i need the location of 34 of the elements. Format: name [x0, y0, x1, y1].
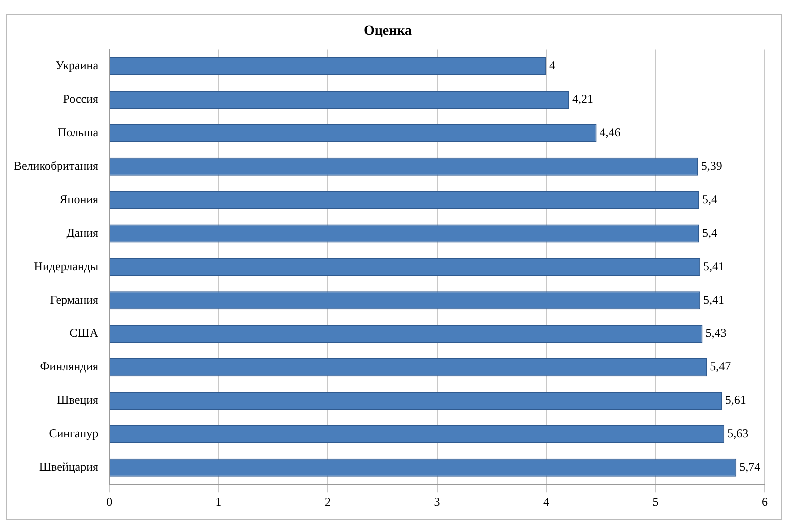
y-tick-label: Великобритания: [14, 159, 100, 174]
y-tick-label: Германия: [50, 292, 100, 307]
x-tick-label: 3: [434, 494, 440, 509]
data-label: 5,4: [702, 226, 718, 240]
y-tick-label: Швеция: [57, 393, 100, 408]
y-tick-label: Украина: [56, 58, 100, 73]
y-tick-label: Япония: [60, 192, 100, 206]
data-label: 5,47: [710, 360, 732, 374]
x-tick-label: 6: [762, 494, 768, 509]
data-label: 4: [550, 58, 556, 73]
x-tick-label: 4: [544, 494, 550, 509]
y-tick-label: Нидерланды: [34, 259, 99, 274]
data-label: 4,21: [572, 92, 594, 106]
data-label: 5,4: [702, 192, 718, 206]
data-label: 5,41: [704, 259, 725, 274]
y-tick-label: Швейцария: [39, 460, 100, 474]
data-label: 5,41: [704, 292, 725, 307]
y-tick-label: США: [70, 326, 99, 340]
data-label: 5,63: [728, 426, 749, 441]
data-label: 5,61: [725, 393, 746, 408]
x-tick-label: 2: [325, 494, 332, 509]
y-tick-label: Россия: [63, 92, 100, 106]
chart-title: Оценка: [364, 24, 412, 40]
x-tick-label: 0: [106, 494, 113, 509]
y-tick-label: Сингапур: [49, 426, 99, 441]
x-tick-label: 5: [652, 494, 659, 509]
data-label: 4,46: [600, 126, 621, 140]
x-tick-label: 1: [216, 494, 222, 509]
y-tick-label: Дания: [66, 226, 100, 240]
data-label: 5,39: [701, 159, 722, 174]
y-tick-label: Финляндия: [40, 360, 100, 374]
data-label: 5,74: [740, 460, 761, 474]
y-tick-label: Польша: [58, 126, 100, 140]
data-label: 5,43: [706, 326, 727, 340]
